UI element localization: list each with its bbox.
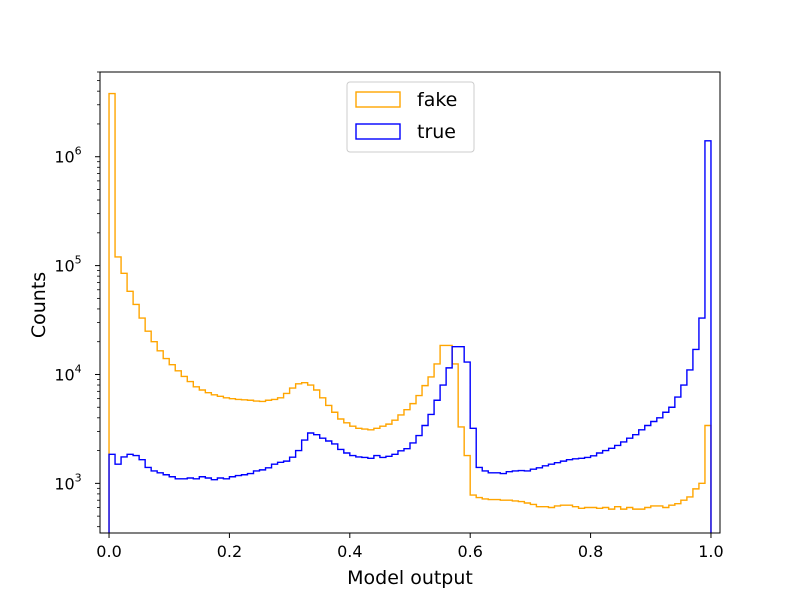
- y-tick-label: 103: [54, 471, 81, 493]
- x-axis-label: Model output: [347, 567, 473, 589]
- x-tick-label: 0.8: [578, 542, 603, 561]
- legend-label-fake: fake: [417, 89, 457, 111]
- x-axis: 0.0 0.2 0.4 0.6 0.8 1.0: [96, 533, 724, 561]
- legend-swatch-true: [355, 123, 401, 140]
- series-layer: [108, 92, 712, 533]
- legend: fake true: [346, 81, 475, 153]
- legend-swatch-fake: [355, 91, 401, 108]
- x-tick-label: 0.0: [96, 542, 121, 561]
- y-tick-label: 104: [54, 362, 81, 384]
- legend-label-true: true: [417, 121, 456, 143]
- x-tick-label: 1.0: [698, 542, 723, 561]
- axis-frame: [99, 71, 721, 534]
- axes-frame: [99, 71, 721, 534]
- x-tick-label: 0.4: [337, 542, 362, 561]
- series-fake-step: [108, 92, 712, 533]
- y-tick-label: 106: [54, 145, 81, 167]
- x-tick-label: 0.2: [217, 542, 242, 561]
- legend-box: [346, 81, 475, 153]
- y-axis: 103 104 105 106: [54, 71, 100, 528]
- y-axis-label: Counts: [28, 272, 50, 338]
- y-tick-label: 105: [54, 254, 81, 276]
- series-true-step: [108, 140, 712, 533]
- x-tick-label: 0.6: [457, 542, 482, 561]
